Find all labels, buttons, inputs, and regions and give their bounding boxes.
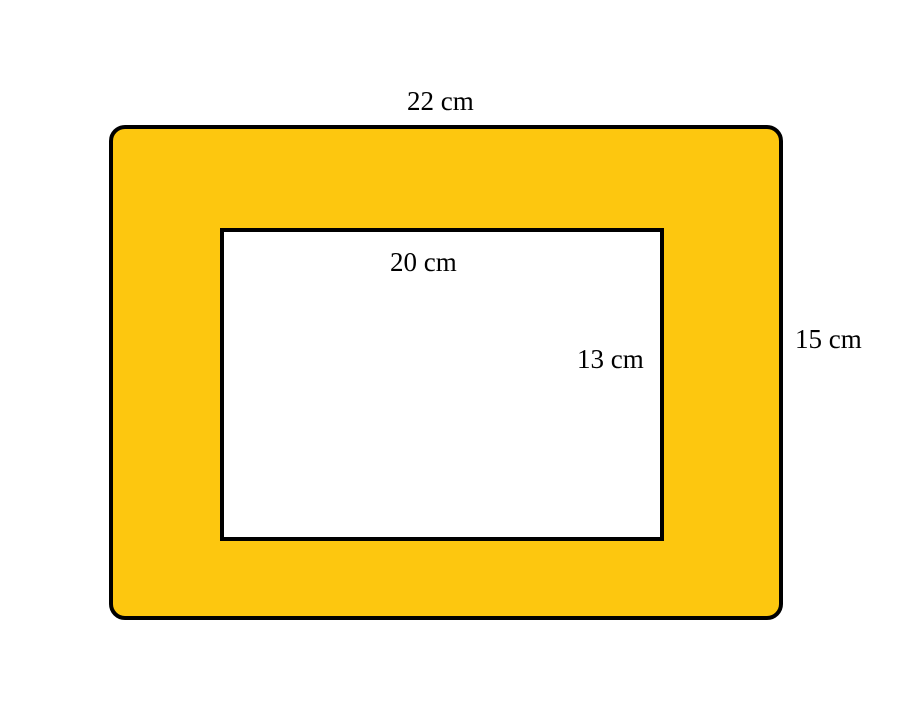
inner-width-label: 20 cm [390, 247, 457, 277]
inner-height-label: 13 cm [577, 344, 644, 374]
inner-opening [220, 228, 664, 541]
outer-height-label: 15 cm [795, 324, 862, 354]
outer-width-label: 22 cm [407, 86, 474, 116]
